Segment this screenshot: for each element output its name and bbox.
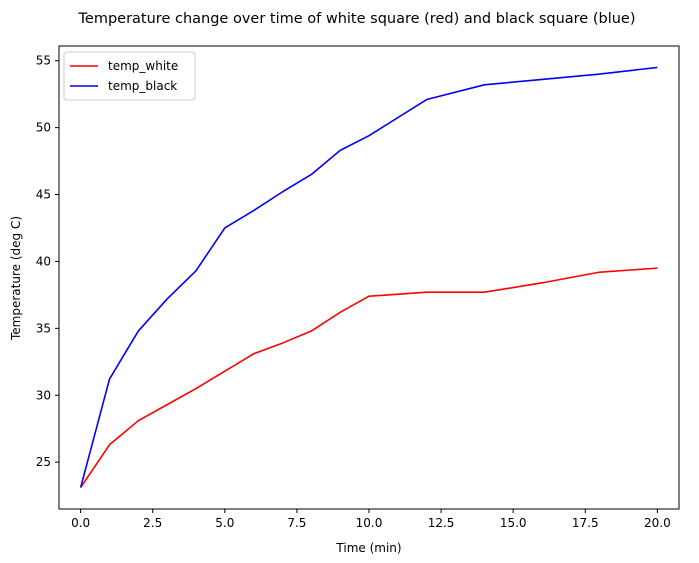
plot-frame — [58, 45, 680, 510]
legend-label-temp-white: temp_white — [108, 59, 178, 73]
x-tick-label: 15.0 — [500, 516, 527, 530]
chart-title: Temperature change over time of white sq… — [78, 11, 636, 27]
y-axis: 25 30 35 40 45 50 55 — [36, 54, 59, 469]
y-tick-label: 25 — [36, 455, 51, 469]
y-tick-label: 50 — [36, 121, 51, 135]
y-axis-label: Temperature (deg C) — [9, 216, 23, 341]
y-tick-label: 30 — [36, 388, 51, 402]
x-tick-label: 5.0 — [215, 516, 234, 530]
series-line-temp-white — [79, 267, 658, 489]
x-tick-label: 10.0 — [356, 516, 383, 530]
series-lines — [79, 66, 658, 489]
legend-label-temp-black: temp_black — [108, 79, 177, 93]
x-tick-label: 7.5 — [287, 516, 306, 530]
series-line-temp-black — [79, 66, 658, 488]
x-tick-label: 20.0 — [644, 516, 671, 530]
y-tick-label: 55 — [36, 54, 51, 68]
plot-area: 0.0 2.5 5.0 7.5 10.0 12.5 15.0 17.5 20.0 25 30 35 4… — [36, 45, 680, 530]
y-tick-label: 40 — [36, 254, 51, 268]
x-tick-label: 0.0 — [71, 516, 90, 530]
x-tick-label: 17.5 — [572, 516, 599, 530]
legend: temp_white temp_black — [63, 51, 196, 101]
y-tick-label: 45 — [36, 188, 51, 202]
x-tick-label: 2.5 — [143, 516, 162, 530]
x-axis: 0.0 2.5 5.0 7.5 10.0 12.5 15.0 17.5 20.0 — [71, 509, 671, 530]
x-tick-label: 12.5 — [428, 516, 455, 530]
legend-box — [63, 51, 196, 101]
x-axis-label: Time (min) — [335, 541, 401, 555]
y-tick-label: 35 — [36, 321, 51, 335]
